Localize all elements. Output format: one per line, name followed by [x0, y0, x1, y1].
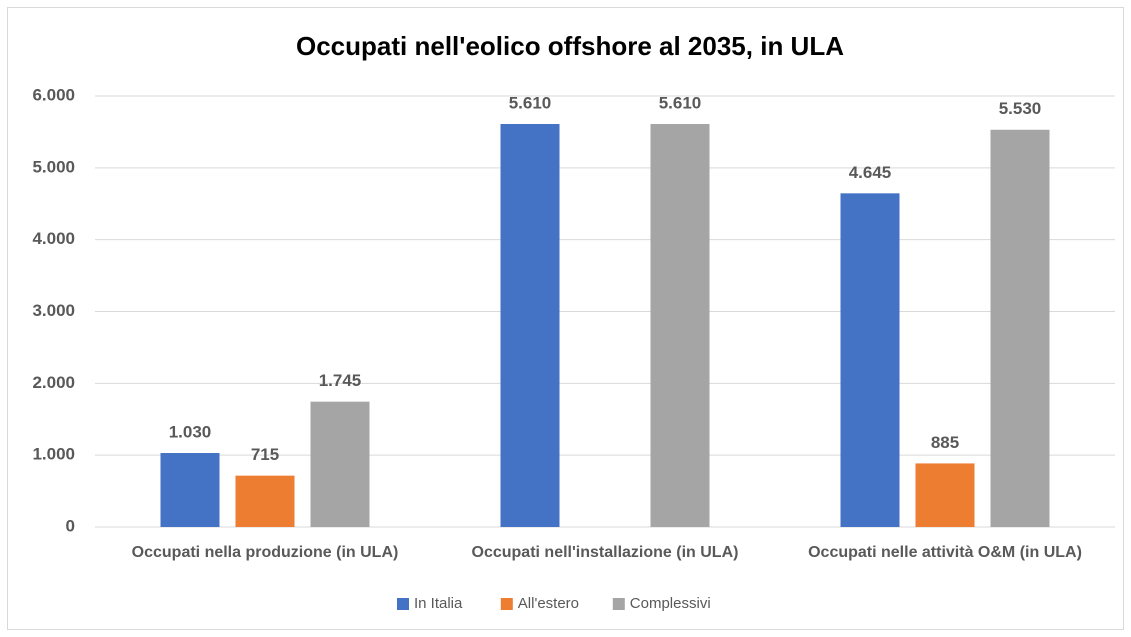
x-tick-label: Occupati nelle attività O&M (in ULA) — [808, 544, 1082, 561]
x-tick-label: Occupati nell'installazione (in ULA) — [472, 544, 739, 561]
value-label: 5.610 — [659, 93, 702, 112]
x-tick-label: Occupati nella produzione (in ULA) — [132, 544, 399, 561]
y-tick-label: 1.000 — [32, 445, 75, 464]
y-tick-label: 4.000 — [32, 229, 75, 248]
y-tick-label: 2.000 — [32, 373, 75, 392]
chart-title: Occupati nell'eolico offshore al 2035, i… — [296, 31, 844, 61]
value-label: 5.530 — [999, 99, 1042, 118]
value-label: 4.645 — [849, 163, 892, 182]
legend-label: Complessivi — [630, 595, 711, 612]
y-tick-label: 0 — [66, 516, 75, 535]
bar — [840, 193, 900, 527]
bar — [650, 124, 710, 527]
value-label: 1.745 — [319, 371, 362, 390]
bar — [500, 124, 560, 527]
bar — [235, 475, 295, 527]
legend-label: In Italia — [414, 595, 463, 612]
bar — [310, 401, 370, 527]
bar — [915, 463, 975, 527]
value-label: 5.610 — [509, 93, 552, 112]
value-label: 1.030 — [169, 422, 212, 441]
legend-swatch — [397, 598, 409, 610]
value-label: 715 — [251, 445, 279, 464]
bar — [160, 453, 220, 527]
legend-label: All'estero — [518, 595, 579, 612]
legend-swatch — [612, 598, 625, 610]
y-tick-label: 5.000 — [32, 157, 75, 176]
y-tick-label: 6.000 — [32, 85, 75, 104]
chart-border — [7, 7, 1124, 630]
legend-swatch — [500, 598, 513, 610]
value-label: 885 — [931, 433, 959, 452]
bar — [990, 129, 1050, 528]
y-tick-label: 3.000 — [32, 301, 75, 320]
